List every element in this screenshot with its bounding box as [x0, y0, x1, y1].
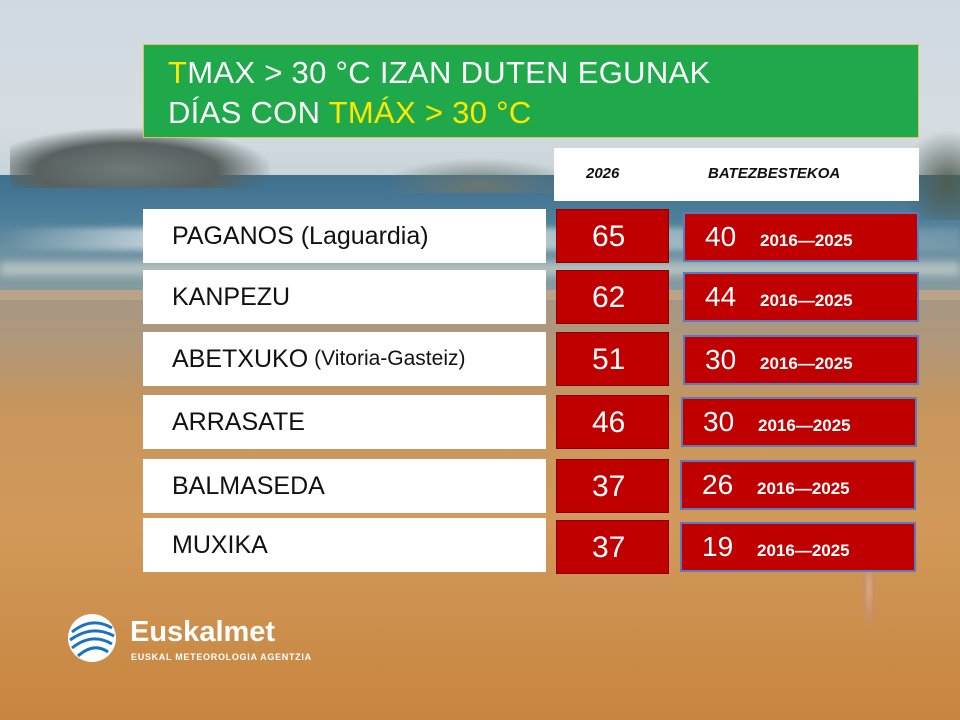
logo-tagline: EUSKAL METEOROLOGIA AGENTZIA	[131, 652, 312, 662]
station-label: ARRASATE	[143, 395, 546, 449]
average-box: 26 2016—2025	[680, 460, 916, 510]
average-box: 44 2016—2025	[683, 272, 919, 322]
logo-name: Euskalmet	[130, 616, 276, 648]
days-2026-value: 37	[556, 520, 669, 574]
title-line-spanish: DÍAS CON TMÁX > 30 °C	[168, 95, 532, 130]
title-line-basque: TMAX > 30 °C IZAN DUTEN EGUNAK	[168, 55, 711, 90]
average-box: 30 2016—2025	[681, 397, 917, 447]
title-banner: TMAX > 30 °C IZAN DUTEN EGUNAK DÍAS CON …	[143, 44, 919, 138]
average-box: 40 2016—2025	[683, 212, 919, 262]
average-box: 30 2016—2025	[683, 335, 919, 385]
station-label: PAGANOS (Laguardia)	[143, 209, 546, 263]
column-header: 2026 BATEZBESTEKOA	[554, 148, 919, 201]
days-2026-value: 37	[556, 459, 669, 513]
euskalmet-logo-icon	[68, 614, 116, 662]
station-label: BALMASEDA	[143, 459, 546, 513]
days-2026-value: 62	[556, 270, 669, 324]
average-box: 19 2016—2025	[680, 522, 916, 572]
days-2026-value: 46	[556, 395, 669, 449]
station-label: MUXIKA	[143, 518, 546, 572]
station-label: ABETXUKO (Vitoria-Gasteiz)	[143, 332, 546, 386]
days-2026-value: 51	[556, 332, 669, 386]
header-year: 2026	[586, 165, 620, 182]
days-2026-value: 65	[556, 209, 669, 263]
station-label: KANPEZU	[143, 270, 546, 324]
header-average: BATEZBESTEKOA	[708, 165, 841, 182]
